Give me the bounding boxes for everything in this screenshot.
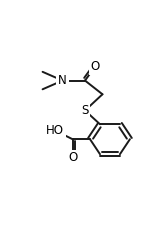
Text: S: S	[81, 104, 89, 117]
Text: O: O	[90, 60, 100, 73]
Text: HO: HO	[46, 124, 64, 137]
Text: N: N	[58, 74, 67, 87]
Text: O: O	[68, 151, 77, 164]
